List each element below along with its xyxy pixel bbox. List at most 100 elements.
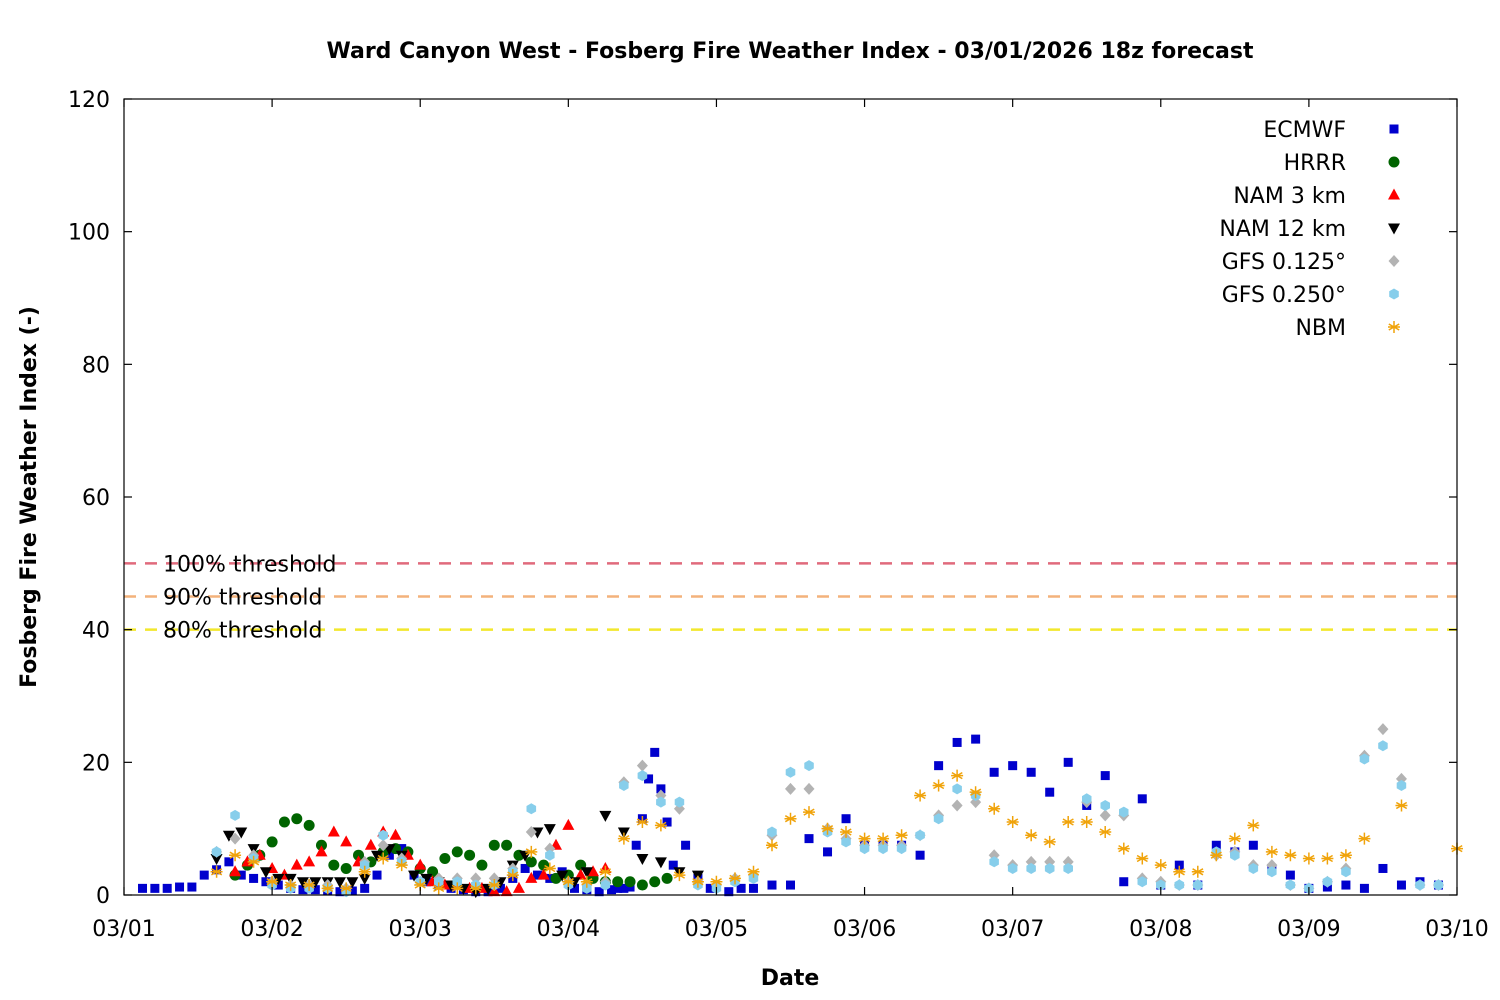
- x-tick-label: 03/04: [537, 917, 600, 942]
- data-point: [804, 834, 814, 844]
- data-point: [1062, 816, 1075, 828]
- data-point: [804, 760, 814, 772]
- data-point: [1191, 865, 1204, 878]
- data-point: [1173, 865, 1186, 878]
- data-point: [408, 870, 421, 882]
- data-point: [673, 869, 686, 882]
- data-point: [1247, 819, 1260, 832]
- data-point: [668, 860, 678, 870]
- data-point: [951, 799, 963, 812]
- data-point: [877, 832, 890, 845]
- data-point: [1099, 809, 1111, 822]
- threshold-label: 80% threshold: [163, 619, 323, 644]
- data-point: [150, 883, 160, 893]
- data-point: [784, 812, 797, 825]
- data-point: [464, 849, 476, 861]
- y-tick-label: 100: [68, 221, 110, 246]
- data-point: [358, 865, 371, 878]
- data-point: [636, 854, 649, 866]
- data-point: [235, 827, 248, 839]
- data-point: [748, 872, 759, 884]
- data-point: [525, 845, 538, 858]
- data-point: [989, 856, 999, 868]
- data-point: [1248, 840, 1258, 850]
- legend: ECMWF HRRR NAM 3 km NAM 12 km GFS 0.125° GFS …: [1219, 118, 1400, 341]
- data-point: [229, 865, 242, 877]
- data-point: [1007, 863, 1018, 874]
- data-point: [1265, 845, 1278, 858]
- data-point: [1100, 800, 1110, 811]
- data-point: [619, 780, 629, 791]
- data-point: [210, 865, 223, 878]
- data-point: [1136, 852, 1149, 865]
- x-tick-label: 03/02: [240, 917, 303, 942]
- data-point: [1396, 780, 1407, 791]
- data-point: [1210, 849, 1223, 862]
- data-point: [372, 870, 382, 880]
- data-point: [1378, 863, 1388, 873]
- data-point: [340, 882, 353, 895]
- data-point: [1117, 842, 1130, 855]
- data-point: [303, 855, 316, 867]
- data-point: [364, 838, 377, 850]
- legend-marker: [1388, 188, 1400, 200]
- data-point: [506, 869, 519, 882]
- data-point: [644, 774, 654, 784]
- series-hrrr: [229, 813, 673, 891]
- data-point: [952, 737, 962, 747]
- legend-label: ECMWF: [1263, 118, 1346, 143]
- legend-marker: [1389, 124, 1399, 134]
- series-nbm: [210, 769, 1463, 895]
- data-point: [859, 843, 870, 855]
- data-point: [636, 816, 649, 828]
- data-point: [1193, 879, 1203, 891]
- data-point: [896, 843, 907, 855]
- data-point: [328, 859, 340, 871]
- data-point: [309, 877, 322, 889]
- data-point: [476, 859, 488, 871]
- data-point: [432, 882, 445, 895]
- data-point: [1228, 832, 1241, 845]
- data-point: [1285, 870, 1295, 880]
- data-point: [767, 826, 777, 838]
- x-tick-label: 03/08: [1129, 917, 1192, 942]
- data-point: [537, 868, 550, 880]
- data-point: [545, 873, 555, 883]
- data-point: [705, 883, 715, 893]
- data-point: [360, 883, 370, 893]
- data-point: [378, 829, 388, 841]
- data-point: [358, 873, 371, 885]
- data-point: [247, 855, 260, 868]
- data-point: [303, 819, 315, 831]
- data-point: [767, 880, 777, 890]
- data-point: [1119, 806, 1129, 818]
- data-point: [1063, 757, 1073, 767]
- data-point: [599, 810, 612, 822]
- data-point: [878, 843, 888, 855]
- data-point: [1008, 761, 1018, 771]
- data-point: [636, 759, 648, 772]
- data-point: [612, 876, 624, 888]
- data-point: [710, 875, 723, 888]
- data-point: [607, 885, 617, 895]
- data-point: [488, 879, 501, 891]
- data-point: [580, 875, 593, 888]
- data-point: [785, 782, 796, 795]
- data-point: [952, 783, 962, 795]
- data-point: [691, 875, 704, 888]
- data-point: [229, 849, 242, 862]
- y-tick-label: 60: [82, 486, 110, 511]
- data-point: [321, 882, 334, 895]
- data-point: [303, 879, 316, 891]
- data-point: [728, 872, 741, 885]
- data-point: [580, 867, 593, 879]
- x-tick-label: 03/06: [833, 917, 896, 942]
- data-point: [296, 877, 309, 889]
- data-point: [315, 845, 328, 857]
- y-tick-label: 120: [68, 88, 110, 113]
- data-point: [1322, 876, 1333, 888]
- data-point: [229, 832, 241, 845]
- data-point: [501, 839, 513, 851]
- data-point: [562, 875, 575, 888]
